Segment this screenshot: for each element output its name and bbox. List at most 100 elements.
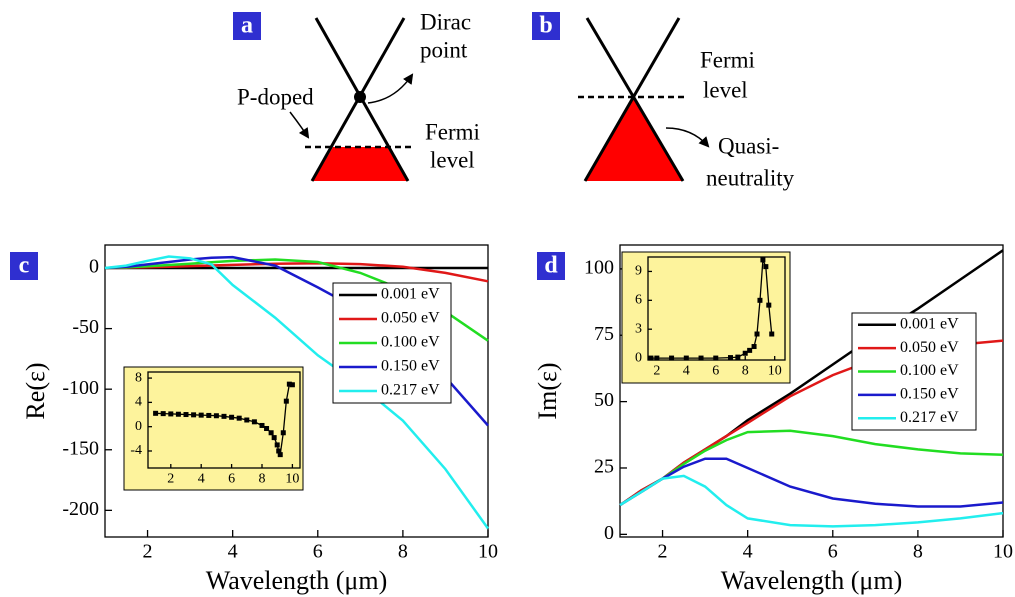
data-marker xyxy=(229,414,235,420)
annotation: Fermi xyxy=(700,47,755,72)
annotation: neutrality xyxy=(706,165,795,190)
data-marker xyxy=(221,413,227,419)
y-tick-label: 6 xyxy=(635,293,642,308)
y-tick-label: -200 xyxy=(62,498,99,520)
annotation: Fermi xyxy=(425,119,480,144)
x-tick-label: 10 xyxy=(768,363,782,378)
legend-label: 0.100 eV xyxy=(381,334,440,351)
data-marker xyxy=(763,264,769,270)
data-marker xyxy=(283,398,289,404)
data-marker xyxy=(244,417,250,423)
x-tick-label: 2 xyxy=(143,541,153,563)
data-marker xyxy=(168,411,174,417)
y-tick-label: 75 xyxy=(594,323,614,345)
panel-label-box xyxy=(10,252,38,280)
legend-label: 0.100 eV xyxy=(900,362,959,379)
legend-label: 0.001 eV xyxy=(381,286,440,303)
diagram-b: b Fermi level Quasi- neutrality xyxy=(532,12,795,190)
data-marker xyxy=(648,355,654,361)
y-tick-label: 8 xyxy=(135,370,142,385)
data-marker xyxy=(259,422,265,428)
data-marker xyxy=(198,412,204,418)
panel-label-box xyxy=(537,252,565,280)
legend-label: 0.150 eV xyxy=(381,358,440,375)
legend-label: 0.050 eV xyxy=(381,310,440,327)
data-marker xyxy=(251,419,257,425)
annotation: level xyxy=(703,77,748,102)
x-tick-label: 6 xyxy=(228,471,235,486)
data-marker xyxy=(206,412,212,418)
legend-label: 0.150 eV xyxy=(900,386,959,403)
data-marker xyxy=(757,297,763,303)
y-tick-label: -50 xyxy=(72,316,99,338)
data-marker xyxy=(276,448,282,454)
y-tick-label: 50 xyxy=(594,389,614,411)
data-marker xyxy=(698,355,704,361)
dirac-point xyxy=(354,91,366,103)
data-marker xyxy=(280,430,286,436)
panel-label-box xyxy=(233,12,261,40)
y-axis-label: Re(ε) xyxy=(21,362,50,419)
plot-frame xyxy=(619,244,1004,538)
data-marker xyxy=(669,355,675,361)
data-marker xyxy=(286,381,292,387)
arrow xyxy=(665,127,710,148)
data-line xyxy=(619,429,1004,507)
data-marker xyxy=(264,426,270,432)
y-tick-label: 0 xyxy=(135,419,142,434)
arrow xyxy=(367,73,414,104)
data-marker xyxy=(268,430,274,436)
plot-frame xyxy=(104,244,489,538)
x-tick-label: 2 xyxy=(167,471,174,486)
panel-label: b xyxy=(539,13,552,39)
legend-label: 0.050 eV xyxy=(900,339,959,356)
inset-background xyxy=(621,251,791,384)
y-tick-label: 0 xyxy=(635,350,642,365)
x-axis-label: Wavelength (μm) xyxy=(206,566,388,595)
x-tick-label: 4 xyxy=(683,363,690,378)
diagram-a: a Dirac point P-doped Fermi level xyxy=(233,9,480,182)
y-tick-label: 9 xyxy=(635,264,642,279)
inset-background xyxy=(123,366,304,491)
filled-states xyxy=(585,97,683,181)
x-tick-label: 8 xyxy=(398,541,408,563)
x-tick-label: 8 xyxy=(742,363,749,378)
data-marker xyxy=(735,354,741,360)
data-marker xyxy=(742,350,748,356)
data-marker xyxy=(271,435,277,441)
x-tick-label: 10 xyxy=(478,541,498,563)
legend-label: 0.001 eV xyxy=(900,315,959,332)
arrow xyxy=(289,111,310,139)
x-axis-label: Wavelength (μm) xyxy=(721,566,903,595)
x-tick-label: 6 xyxy=(828,541,838,563)
data-marker xyxy=(747,347,753,353)
y-tick-label: 0 xyxy=(604,522,614,544)
panel-label: a xyxy=(241,13,253,39)
annotation: point xyxy=(420,37,468,62)
x-tick-label: 10 xyxy=(993,541,1013,563)
annotation: Quasi- xyxy=(718,133,779,158)
x-tick-label: 2 xyxy=(658,541,668,563)
y-tick-label: 0 xyxy=(89,256,99,278)
x-tick-label: 4 xyxy=(743,541,753,563)
y-tick-label: 25 xyxy=(594,456,614,478)
plot-frame xyxy=(147,371,301,469)
annotation: level xyxy=(430,147,475,172)
x-tick-label: 8 xyxy=(913,541,923,563)
x-tick-label: 6 xyxy=(712,363,719,378)
data-marker xyxy=(754,331,760,337)
data-marker xyxy=(274,442,280,448)
data-marker xyxy=(751,344,757,350)
data-marker xyxy=(277,452,283,458)
x-tick-label: 6 xyxy=(313,541,323,563)
cone-line xyxy=(583,17,681,182)
panel-label-box xyxy=(532,12,560,40)
x-tick-label: 4 xyxy=(228,541,238,563)
x-tick-label: 10 xyxy=(285,471,299,486)
data-line xyxy=(619,457,1004,508)
data-marker xyxy=(713,355,719,361)
data-marker xyxy=(727,355,733,361)
data-marker xyxy=(766,302,772,308)
data-marker xyxy=(160,411,166,417)
